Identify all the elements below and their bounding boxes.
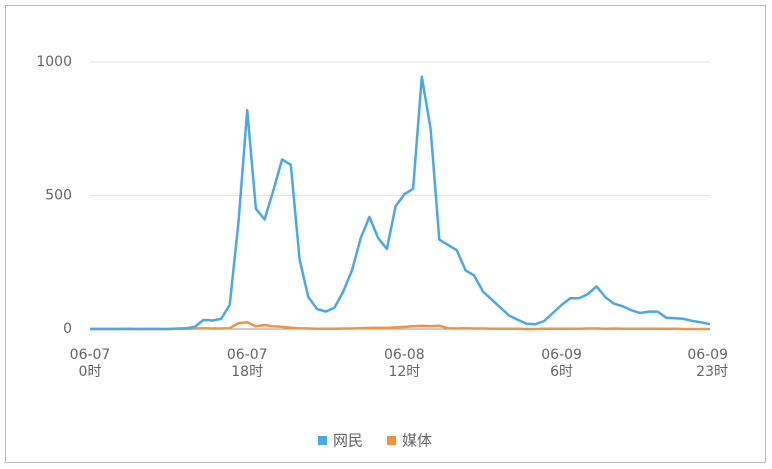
y-tick-label: 0 xyxy=(63,321,72,337)
x-tick-label: 06-09 xyxy=(687,347,728,363)
legend-label: 网民 xyxy=(333,432,363,450)
line xyxy=(90,75,711,331)
chart-border xyxy=(5,5,766,463)
x-tick-label: 18时 xyxy=(231,364,263,380)
x-tick-label: 23时 xyxy=(696,364,728,380)
legend-label: 媒体 xyxy=(402,432,432,450)
x-tick-label: 06-08 xyxy=(384,347,425,363)
line xyxy=(90,321,710,331)
x-tick-label: 06-09 xyxy=(541,347,582,363)
y-tick-label: 1000 xyxy=(36,54,72,70)
y-tick-label: 500 xyxy=(45,188,72,204)
x-tick-label: 06-07 xyxy=(70,347,111,363)
legend-swatch xyxy=(387,436,397,445)
legend-swatch xyxy=(318,436,327,445)
x-tick-label: 06-07 xyxy=(227,347,268,363)
x-tick-label: 12时 xyxy=(388,364,420,380)
x-tick-label: 0时 xyxy=(79,364,102,380)
x-tick-label: 6时 xyxy=(550,364,573,380)
